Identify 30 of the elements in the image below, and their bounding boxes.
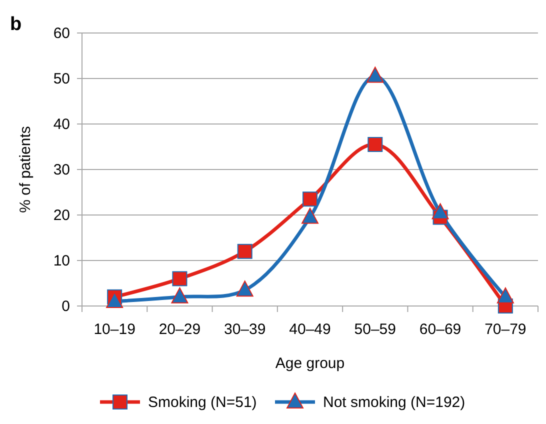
- point: [237, 244, 252, 259]
- chart-title: b: [10, 14, 22, 35]
- y-tick-label: 40: [53, 116, 70, 133]
- y-axis-title: % of patients: [17, 126, 34, 213]
- x-tick-label: 30–39: [224, 321, 266, 338]
- point: [302, 208, 318, 224]
- point: [366, 66, 384, 83]
- point: [106, 292, 124, 308]
- point: [496, 287, 514, 304]
- x-axis-title: Age group: [275, 355, 345, 372]
- y-tick-label: 60: [53, 25, 70, 42]
- x-tick-label: 50–59: [354, 321, 396, 338]
- y-tick-label: 30: [53, 162, 70, 178]
- x-tick-label: 10–19: [94, 321, 136, 338]
- x-tick-label: 60–69: [419, 321, 462, 338]
- y-tick-label: 50: [53, 70, 70, 88]
- legend-label: Smoking (N=51): [148, 394, 257, 411]
- x-tick-label: 40–49: [289, 321, 331, 338]
- y-tick-label: 0: [62, 298, 70, 315]
- y-tick-label: 10: [53, 252, 70, 270]
- x-tick-label: 20–29: [158, 321, 201, 338]
- y-tick-label: 20: [53, 207, 70, 224]
- point: [302, 192, 318, 207]
- point: [171, 287, 188, 304]
- point: [368, 136, 383, 152]
- legend-label: Not smoking (N=192): [323, 394, 466, 411]
- point: [236, 280, 254, 297]
- point: [432, 203, 449, 220]
- point: [172, 271, 188, 286]
- x-tick-label: 70–79: [484, 321, 526, 338]
